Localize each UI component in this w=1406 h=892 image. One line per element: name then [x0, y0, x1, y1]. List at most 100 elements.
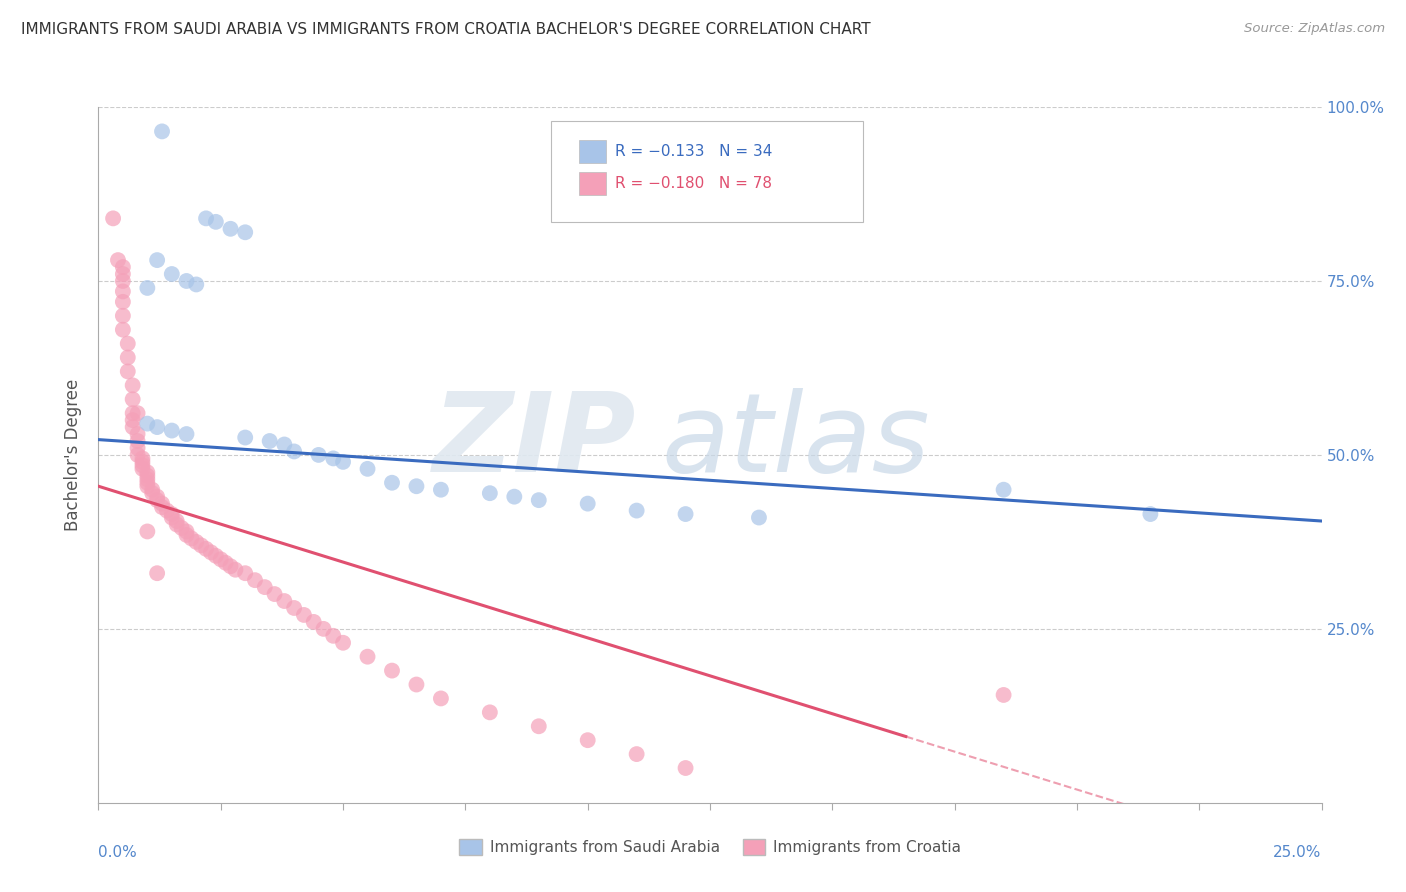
Point [576, 497, 599, 511]
Point [993, 483, 1015, 497]
Point [283, 444, 305, 458]
Point [107, 253, 129, 268]
Point [170, 521, 193, 535]
Point [322, 451, 344, 466]
Point [136, 417, 159, 431]
Point [233, 225, 256, 239]
Point [748, 510, 770, 524]
Point [111, 267, 134, 281]
Point [190, 538, 212, 552]
Point [160, 267, 183, 281]
Point [146, 493, 169, 508]
Point [121, 406, 143, 420]
Text: atlas: atlas [661, 387, 929, 494]
Point [195, 211, 218, 226]
Point [111, 285, 134, 299]
Point [200, 545, 222, 559]
Point [527, 719, 550, 733]
Point [993, 688, 1015, 702]
Point [136, 466, 159, 480]
Point [131, 462, 153, 476]
Text: 25.0%: 25.0% [1274, 845, 1322, 860]
Point [121, 378, 143, 392]
Point [186, 535, 208, 549]
Point [117, 351, 139, 365]
Point [160, 510, 183, 524]
Point [381, 475, 404, 490]
Point [176, 524, 198, 539]
Point [626, 747, 648, 761]
Text: 0.0%: 0.0% [98, 845, 138, 860]
Point [146, 253, 169, 268]
Point [160, 507, 183, 521]
Point [312, 622, 335, 636]
Point [233, 566, 256, 581]
Point [283, 601, 305, 615]
Point [127, 448, 149, 462]
Point [131, 455, 153, 469]
Point [176, 528, 198, 542]
Point [209, 552, 232, 566]
Point [576, 733, 599, 747]
FancyBboxPatch shape [551, 121, 863, 222]
Point [150, 124, 173, 138]
Point [253, 580, 276, 594]
Point [219, 559, 242, 574]
Point [136, 472, 159, 486]
Point [150, 497, 173, 511]
Text: ZIP: ZIP [433, 387, 637, 494]
Point [332, 455, 354, 469]
FancyBboxPatch shape [579, 140, 606, 162]
Point [111, 274, 134, 288]
Point [166, 517, 188, 532]
Point [127, 406, 149, 420]
Point [111, 294, 134, 309]
Point [292, 607, 315, 622]
Text: Source: ZipAtlas.com: Source: ZipAtlas.com [1244, 22, 1385, 36]
Point [430, 691, 453, 706]
Point [156, 503, 179, 517]
Text: R = −0.180   N = 78: R = −0.180 N = 78 [614, 176, 772, 191]
Point [259, 434, 281, 448]
Point [121, 420, 143, 434]
Point [136, 524, 159, 539]
Point [117, 364, 139, 378]
Point [322, 629, 344, 643]
Point [180, 532, 202, 546]
Point [186, 277, 208, 292]
Point [160, 424, 183, 438]
Point [273, 594, 295, 608]
Point [127, 434, 149, 448]
Point [503, 490, 526, 504]
Point [233, 431, 256, 445]
Point [356, 649, 378, 664]
Point [127, 441, 149, 455]
Point [146, 490, 169, 504]
Point [243, 573, 266, 587]
Point [141, 483, 163, 497]
Point [527, 493, 550, 508]
Point [381, 664, 404, 678]
Point [195, 541, 218, 556]
Point [166, 514, 188, 528]
Point [131, 451, 153, 466]
Point [101, 211, 124, 226]
Point [219, 222, 242, 236]
Point [111, 323, 134, 337]
Point [141, 486, 163, 500]
Point [675, 507, 697, 521]
Point [430, 483, 453, 497]
Point [136, 479, 159, 493]
Point [127, 427, 149, 442]
Point [150, 500, 173, 514]
Point [478, 706, 501, 720]
Point [675, 761, 697, 775]
Point [626, 503, 648, 517]
Point [121, 413, 143, 427]
Point [146, 566, 169, 581]
Point [136, 475, 159, 490]
Point [205, 549, 228, 563]
Point [308, 448, 330, 462]
Point [356, 462, 378, 476]
Point [1139, 507, 1161, 521]
